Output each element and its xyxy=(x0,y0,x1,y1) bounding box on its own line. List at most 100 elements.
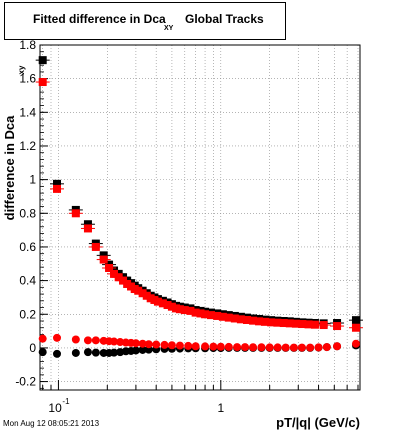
data-point-circle xyxy=(175,341,184,350)
chart-title-suffix: Global Tracks xyxy=(185,12,264,26)
data-point-square xyxy=(242,315,251,324)
y-tick-label: 1.2 xyxy=(19,139,36,153)
data-point-square xyxy=(351,316,360,325)
y-tick-label: 0.4 xyxy=(19,274,36,288)
data-point-circle xyxy=(233,343,242,352)
data-point-circle xyxy=(53,333,62,342)
data-point-square xyxy=(196,309,205,318)
data-point-circle xyxy=(201,342,210,351)
data-point-circle xyxy=(152,340,161,349)
data-point-square xyxy=(38,56,47,65)
data-point-circle xyxy=(110,348,119,357)
data-point-square xyxy=(319,321,328,330)
data-point-square xyxy=(191,308,200,317)
data-point-square xyxy=(163,301,172,310)
title-box: Fitted difference in Dca XY Global Track… xyxy=(4,2,286,40)
data-point-circle xyxy=(333,342,342,351)
data-point-circle xyxy=(297,343,306,352)
data-point-square xyxy=(83,220,92,229)
data-point-circle xyxy=(91,336,100,345)
data-point-square xyxy=(230,314,239,323)
data-point-square xyxy=(351,323,360,332)
data-point-circle xyxy=(184,341,193,350)
y-tick-label: 1.8 xyxy=(19,38,36,52)
y-axis-title-subscript: xy xyxy=(17,65,26,74)
data-point-square xyxy=(249,316,258,325)
data-point-square xyxy=(175,305,184,314)
data-point-square xyxy=(99,251,108,260)
y-tick-labels: -0.2 0 0.2 0.4 0.6 0.8 1 1.2 1.4 1.6 1.8 xyxy=(15,38,36,389)
data-point-square xyxy=(236,315,245,324)
data-point-square xyxy=(110,269,119,278)
grid-layer xyxy=(40,45,360,390)
data-point-square xyxy=(83,224,92,233)
y-tick-label: 1.6 xyxy=(19,72,36,86)
data-point-circle xyxy=(71,335,80,344)
data-point-circle xyxy=(241,343,250,352)
data-point-square xyxy=(53,184,62,193)
data-point-square xyxy=(99,255,108,264)
y-tick-label: 1 xyxy=(29,173,36,187)
data-point-square xyxy=(71,209,80,218)
data-point-square xyxy=(206,311,215,320)
data-point-square xyxy=(310,320,319,329)
data-point-circle xyxy=(144,340,153,349)
x-axis-title: pT/|q| (GeV/c) xyxy=(276,415,360,430)
data-point-circle xyxy=(322,343,331,352)
y-tick-label: 0.8 xyxy=(19,206,36,220)
data-point-circle xyxy=(110,337,119,346)
data-point-square xyxy=(91,242,100,251)
x-tick-labels: 10 -1 1 xyxy=(48,397,224,415)
data-point-circle xyxy=(53,349,62,358)
data-point-circle xyxy=(314,343,323,352)
plot-frame xyxy=(39,44,361,391)
data-point-circle xyxy=(281,343,290,352)
data-point-circle xyxy=(191,342,200,351)
x-tick-label: 10 xyxy=(48,401,62,415)
data-point-square xyxy=(218,312,227,321)
y-tick-label: 0.2 xyxy=(19,307,36,321)
data-point-square xyxy=(255,317,264,326)
data-point-circle xyxy=(83,348,92,357)
data-point-square xyxy=(213,311,222,320)
data-point-circle xyxy=(71,348,80,357)
timestamp: Mon Aug 12 08:05:21 2013 xyxy=(3,419,100,428)
y-tick-label: 0.6 xyxy=(19,240,36,254)
data-point-circle xyxy=(167,341,176,350)
data-point-square xyxy=(134,286,143,295)
data-point-circle xyxy=(138,339,147,348)
data-point-circle xyxy=(160,340,169,349)
data-point-square xyxy=(138,289,147,298)
data-point-square xyxy=(224,313,233,322)
chart-title: Fitted difference in Dca xyxy=(33,12,166,26)
x-tick-label: 1 xyxy=(217,401,224,415)
chart-title-subscript: XY xyxy=(164,25,174,32)
data-point-square xyxy=(114,273,123,282)
data-point-square xyxy=(53,179,62,188)
data-point-square xyxy=(333,322,342,331)
data-point-square xyxy=(119,276,128,285)
data-point-circle xyxy=(38,334,47,343)
data-point-circle xyxy=(131,339,140,348)
data-point-square xyxy=(186,306,195,315)
x-tick-label-exponent: -1 xyxy=(62,397,70,406)
data-point-square xyxy=(260,317,269,326)
data-point-square xyxy=(167,302,176,311)
y-tick-label: -0.2 xyxy=(15,375,36,389)
data-point-square xyxy=(105,263,114,272)
data-point-circle xyxy=(265,343,274,352)
data-point-square xyxy=(180,306,189,315)
data-point-circle xyxy=(216,342,225,351)
data-point-circle xyxy=(289,343,298,352)
y-tick-label: 1.4 xyxy=(19,105,36,119)
data-point-circle xyxy=(83,336,92,345)
data-point-circle xyxy=(249,343,258,352)
data-point-circle xyxy=(257,343,266,352)
data-point-circle xyxy=(209,342,218,351)
points-layer xyxy=(35,56,363,358)
data-point-circle xyxy=(131,346,140,355)
data-point-circle xyxy=(273,343,282,352)
data-point-circle xyxy=(91,348,100,357)
data-point-square xyxy=(158,299,167,308)
